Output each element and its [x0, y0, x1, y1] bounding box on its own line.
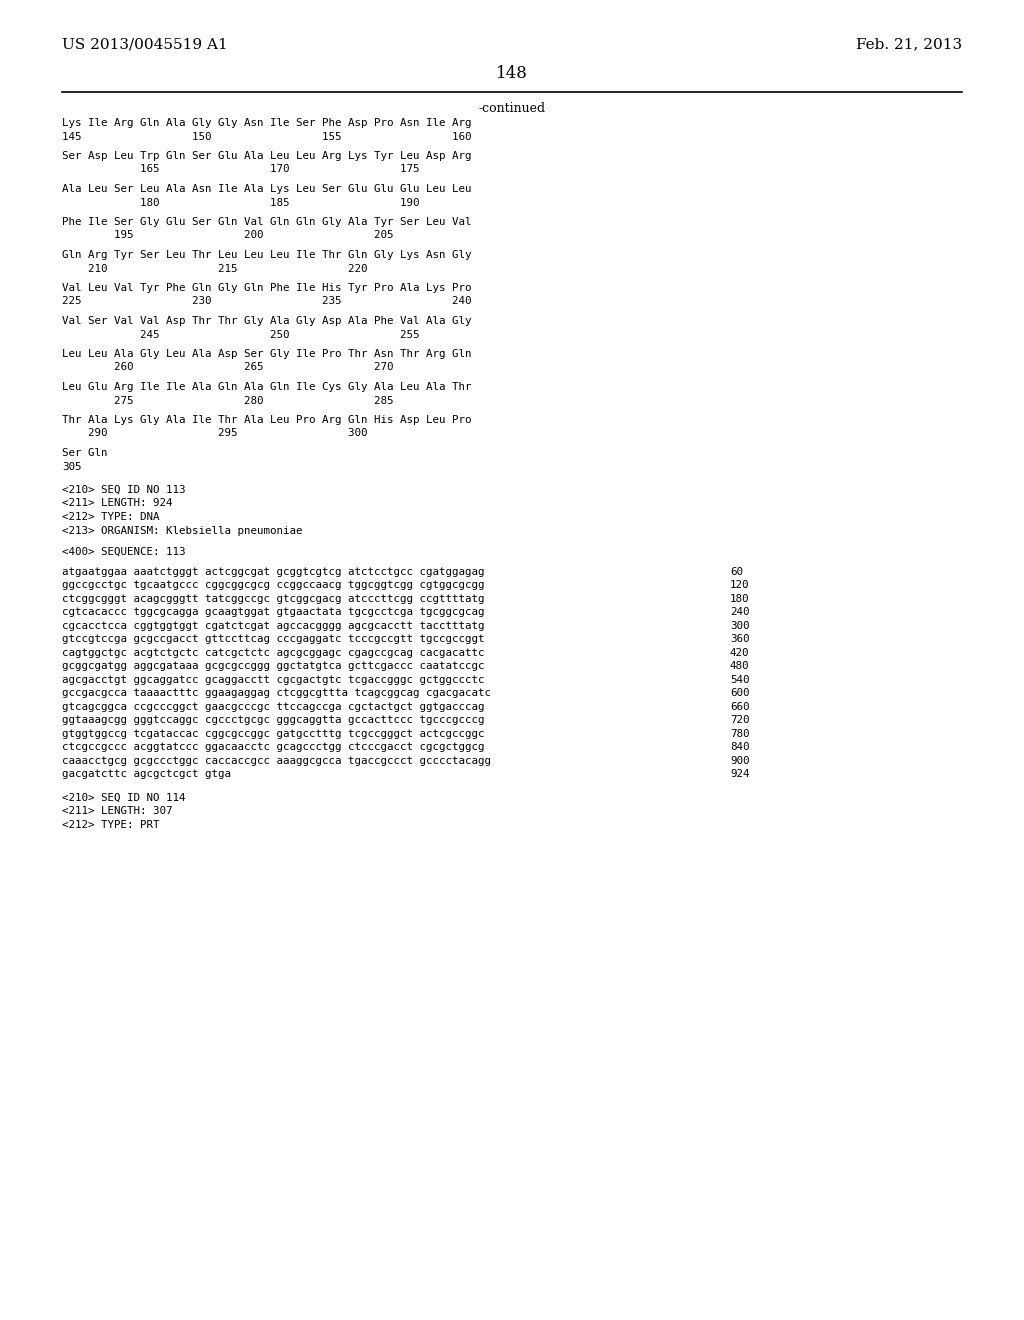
Text: gccgacgcca taaaactttc ggaagaggag ctcggcgttta tcagcggcag cgacgacatc: gccgacgcca taaaactttc ggaagaggag ctcggcg… — [62, 688, 490, 698]
Text: 290                 295                 300: 290 295 300 — [62, 429, 368, 438]
Text: Thr Ala Lys Gly Ala Ile Thr Ala Leu Pro Arg Gln His Asp Leu Pro: Thr Ala Lys Gly Ala Ile Thr Ala Leu Pro … — [62, 414, 471, 425]
Text: Phe Ile Ser Gly Glu Ser Gln Val Gln Gln Gly Ala Tyr Ser Leu Val: Phe Ile Ser Gly Glu Ser Gln Val Gln Gln … — [62, 216, 471, 227]
Text: 148: 148 — [496, 65, 528, 82]
Text: <212> TYPE: PRT: <212> TYPE: PRT — [62, 820, 160, 829]
Text: 275                 280                 285: 275 280 285 — [62, 396, 393, 405]
Text: Leu Glu Arg Ile Ile Ala Gln Ala Gln Ile Cys Gly Ala Leu Ala Thr: Leu Glu Arg Ile Ile Ala Gln Ala Gln Ile … — [62, 381, 471, 392]
Text: Ser Gln: Ser Gln — [62, 447, 108, 458]
Text: 240: 240 — [730, 607, 750, 618]
Text: 225                 230                 235                 240: 225 230 235 240 — [62, 297, 471, 306]
Text: cgtcacaccc tggcgcagga gcaagtggat gtgaactata tgcgcctcga tgcggcgcag: cgtcacaccc tggcgcagga gcaagtggat gtgaact… — [62, 607, 484, 618]
Text: Ser Asp Leu Trp Gln Ser Glu Ala Leu Leu Arg Lys Tyr Leu Asp Arg: Ser Asp Leu Trp Gln Ser Glu Ala Leu Leu … — [62, 150, 471, 161]
Text: <213> ORGANISM: Klebsiella pneumoniae: <213> ORGANISM: Klebsiella pneumoniae — [62, 525, 302, 536]
Text: 780: 780 — [730, 729, 750, 739]
Text: 260                 265                 270: 260 265 270 — [62, 363, 393, 372]
Text: 120: 120 — [730, 579, 750, 590]
Text: <211> LENGTH: 924: <211> LENGTH: 924 — [62, 499, 172, 508]
Text: 480: 480 — [730, 661, 750, 671]
Text: 180: 180 — [730, 594, 750, 603]
Text: 165                 170                 175: 165 170 175 — [62, 165, 420, 174]
Text: 660: 660 — [730, 702, 750, 711]
Text: gtggtggccg tcgataccac cggcgccggc gatgcctttg tcgccgggct actcgccggc: gtggtggccg tcgataccac cggcgccggc gatgcct… — [62, 729, 484, 739]
Text: 840: 840 — [730, 742, 750, 752]
Text: Gln Arg Tyr Ser Leu Thr Leu Leu Leu Ile Thr Gln Gly Lys Asn Gly: Gln Arg Tyr Ser Leu Thr Leu Leu Leu Ile … — [62, 249, 471, 260]
Text: 145                 150                 155                 160: 145 150 155 160 — [62, 132, 471, 141]
Text: Feb. 21, 2013: Feb. 21, 2013 — [856, 37, 962, 51]
Text: Ala Leu Ser Leu Ala Asn Ile Ala Lys Leu Ser Glu Glu Glu Leu Leu: Ala Leu Ser Leu Ala Asn Ile Ala Lys Leu … — [62, 183, 471, 194]
Text: 540: 540 — [730, 675, 750, 685]
Text: 180                 185                 190: 180 185 190 — [62, 198, 420, 207]
Text: 305: 305 — [62, 462, 82, 471]
Text: Lys Ile Arg Gln Ala Gly Gly Asn Ile Ser Phe Asp Pro Asn Ile Arg: Lys Ile Arg Gln Ala Gly Gly Asn Ile Ser … — [62, 117, 471, 128]
Text: cagtggctgc acgtctgctc catcgctctc agcgcggagc cgagccgcag cacgacattc: cagtggctgc acgtctgctc catcgctctc agcgcgg… — [62, 648, 484, 657]
Text: US 2013/0045519 A1: US 2013/0045519 A1 — [62, 37, 227, 51]
Text: ctcgccgccc acggtatccc ggacaacctc gcagccctgg ctcccgacct cgcgctggcg: ctcgccgccc acggtatccc ggacaacctc gcagccc… — [62, 742, 484, 752]
Text: atgaatggaa aaatctgggt actcggcgat gcggtcgtcg atctcctgcc cgatggagag: atgaatggaa aaatctgggt actcggcgat gcggtcg… — [62, 566, 484, 577]
Text: 210                 215                 220: 210 215 220 — [62, 264, 368, 273]
Text: gtcagcggca ccgcccggct gaacgcccgc ttccagccga cgctactgct ggtgacccag: gtcagcggca ccgcccggct gaacgcccgc ttccagc… — [62, 702, 484, 711]
Text: ctcggcgggt acagcgggtt tatcggccgc gtcggcgacg atcccttcgg ccgttttatg: ctcggcgggt acagcgggtt tatcggccgc gtcggcg… — [62, 594, 484, 603]
Text: 360: 360 — [730, 634, 750, 644]
Text: gcggcgatgg aggcgataaa gcgcgccggg ggctatgtca gcttcgaccc caatatccgc: gcggcgatgg aggcgataaa gcgcgccggg ggctatg… — [62, 661, 484, 671]
Text: 420: 420 — [730, 648, 750, 657]
Text: 924: 924 — [730, 770, 750, 779]
Text: <212> TYPE: DNA: <212> TYPE: DNA — [62, 512, 160, 521]
Text: 600: 600 — [730, 688, 750, 698]
Text: ggccgcctgc tgcaatgccc cggcggcgcg ccggccaacg tggcggtcgg cgtggcgcgg: ggccgcctgc tgcaatgccc cggcggcgcg ccggcca… — [62, 579, 484, 590]
Text: Val Ser Val Val Asp Thr Thr Gly Ala Gly Asp Ala Phe Val Ala Gly: Val Ser Val Val Asp Thr Thr Gly Ala Gly … — [62, 315, 471, 326]
Text: <400> SEQUENCE: 113: <400> SEQUENCE: 113 — [62, 546, 185, 557]
Text: Leu Leu Ala Gly Leu Ala Asp Ser Gly Ile Pro Thr Asn Thr Arg Gln: Leu Leu Ala Gly Leu Ala Asp Ser Gly Ile … — [62, 348, 471, 359]
Text: 60: 60 — [730, 566, 743, 577]
Text: gtccgtccga gcgccgacct gttccttcag cccgaggatc tcccgccgtt tgccgccggt: gtccgtccga gcgccgacct gttccttcag cccgagg… — [62, 634, 484, 644]
Text: 195                 200                 205: 195 200 205 — [62, 231, 393, 240]
Text: caaacctgcg gcgccctggc caccaccgcc aaaggcgcca tgaccgccct gcccctacagg: caaacctgcg gcgccctggc caccaccgcc aaaggcg… — [62, 755, 490, 766]
Text: <210> SEQ ID NO 113: <210> SEQ ID NO 113 — [62, 484, 185, 495]
Text: ggtaaagcgg gggtccaggc cgccctgcgc gggcaggtta gccacttccc tgcccgcccg: ggtaaagcgg gggtccaggc cgccctgcgc gggcagg… — [62, 715, 484, 725]
Text: 300: 300 — [730, 620, 750, 631]
Text: Val Leu Val Tyr Phe Gln Gly Gln Phe Ile His Tyr Pro Ala Lys Pro: Val Leu Val Tyr Phe Gln Gly Gln Phe Ile … — [62, 282, 471, 293]
Text: <211> LENGTH: 307: <211> LENGTH: 307 — [62, 807, 172, 816]
Text: agcgacctgt ggcaggatcc gcaggacctt cgcgactgtc tcgaccgggc gctggccctc: agcgacctgt ggcaggatcc gcaggacctt cgcgact… — [62, 675, 484, 685]
Text: cgcacctcca cggtggtggt cgatctcgat agccacgggg agcgcacctt tacctttatg: cgcacctcca cggtggtggt cgatctcgat agccacg… — [62, 620, 484, 631]
Text: 900: 900 — [730, 755, 750, 766]
Text: -continued: -continued — [478, 102, 546, 115]
Text: 245                 250                 255: 245 250 255 — [62, 330, 420, 339]
Text: <210> SEQ ID NO 114: <210> SEQ ID NO 114 — [62, 792, 185, 803]
Text: gacgatcttc agcgctcgct gtga: gacgatcttc agcgctcgct gtga — [62, 770, 231, 779]
Text: 720: 720 — [730, 715, 750, 725]
